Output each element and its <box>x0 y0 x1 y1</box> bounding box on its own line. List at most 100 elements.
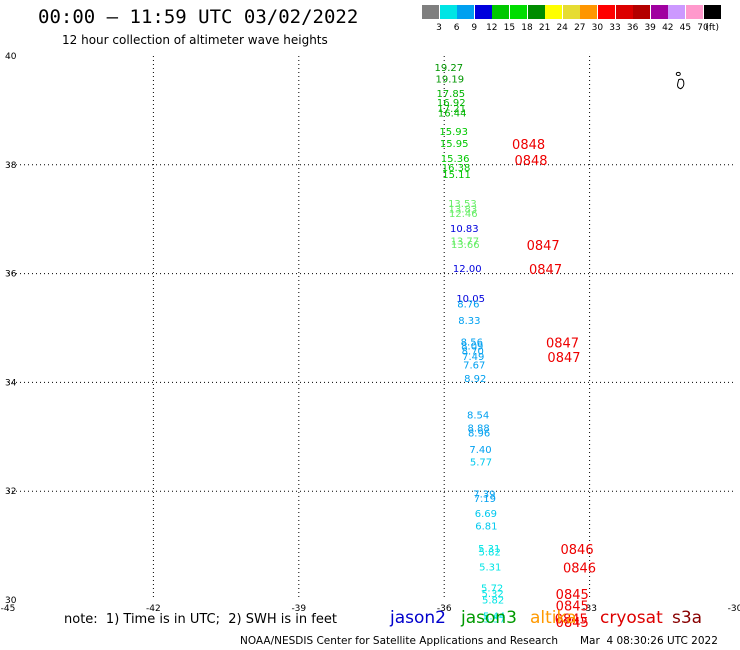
wave-height-label: 5.72 <box>481 584 503 595</box>
legend-swatch <box>562 5 580 19</box>
pass-time-label: 0845 <box>556 588 589 603</box>
legend-swatch <box>580 5 598 19</box>
lon-tick-label: -33 <box>582 604 597 614</box>
wave-height-label: 5.44 <box>483 611 505 622</box>
credit-line: NOAA/NESDIS Center for Satellite Applica… <box>240 635 558 647</box>
wave-height-label: 10.05 <box>456 294 485 305</box>
wave-height-label: 8.96 <box>468 429 490 440</box>
legend-label: 70 <box>697 23 709 33</box>
pass-time-label: 0847 <box>527 239 560 254</box>
legend-swatch <box>598 5 615 19</box>
legend-label: 18 <box>521 23 533 33</box>
lon-tick-label: -36 <box>437 604 452 614</box>
wave-height-label: 19.19 <box>435 74 464 85</box>
wave-height-label: 5.31 <box>479 562 501 573</box>
wave-height-label: 5.57 <box>483 615 505 626</box>
wave-height-label: 8.33 <box>458 316 480 327</box>
legend-label: 6 <box>453 23 460 33</box>
wave-height-label: 13.77 <box>451 237 480 248</box>
wave-height-label: 7.67 <box>463 361 485 372</box>
wave-height-label: 8.88 <box>467 424 489 435</box>
lon-tick-label: -39 <box>291 604 306 614</box>
legend-label: 30 <box>591 23 604 33</box>
lat-tick-label: 30 <box>5 596 17 606</box>
mission-jason2: jason2 <box>390 608 446 628</box>
lat-tick-label: 34 <box>5 378 17 388</box>
wave-height-label: 7.49 <box>462 352 484 363</box>
legend-swatch <box>703 5 721 19</box>
legend-label: 33 <box>609 23 621 33</box>
wave-height-label: 15.11 <box>442 170 471 181</box>
pass-time-label: 0847 <box>529 263 562 278</box>
wave-height-label: 8.09 <box>461 341 483 352</box>
lon-tick-label: -45 <box>1 604 16 614</box>
lat-tick-label: 36 <box>5 270 17 280</box>
mission-jason3: jason3 <box>461 608 517 628</box>
wave-height-label: 16.44 <box>438 109 467 120</box>
legend-swatch <box>422 5 439 19</box>
legend-swatch <box>633 5 651 19</box>
pass-time-label: 0845 <box>556 599 589 614</box>
mission-s3a: s3a <box>672 608 703 628</box>
wave-height-label: 16.92 <box>437 98 466 109</box>
legend-swatch <box>545 5 563 19</box>
lat-tick-label: 38 <box>5 161 17 171</box>
legend-swatch <box>510 5 527 19</box>
wave-height-label: 5.32 <box>482 589 504 600</box>
generation-timestamp: Mar 4 08:30:26 UTC 2022 <box>580 635 718 647</box>
pass-time-label: 0845 <box>555 612 588 627</box>
legend-label: 15 <box>503 23 516 33</box>
island-outline <box>675 71 681 77</box>
wave-height-label: 8.70 <box>462 346 484 357</box>
wave-height-label: 8.92 <box>464 374 486 385</box>
legend-label: 21 <box>538 23 551 33</box>
wave-height-label: 7.19 <box>474 494 496 505</box>
wave-height-label: 5.82 <box>479 548 501 559</box>
legend-label: 39 <box>644 23 656 33</box>
legend-label: 9 <box>471 23 478 33</box>
legend-swatch <box>492 5 510 19</box>
wave-height-label: 5.31 <box>478 544 500 555</box>
legend-swatch <box>474 5 492 19</box>
pass-time-label: 0845 <box>556 616 589 631</box>
wave-height-label: 8.54 <box>467 411 489 422</box>
wave-height-label: 19.27 <box>435 63 464 74</box>
page-subtitle: 12 hour collection of altimeter wave hei… <box>62 33 328 47</box>
legend-label: 24 <box>556 23 568 33</box>
legend-label: 36 <box>626 23 639 33</box>
wave-height-label: 6.81 <box>475 522 497 533</box>
legend-swatch <box>615 5 633 19</box>
wave-height-label: 16.38 <box>442 163 471 174</box>
pass-time-label: 0847 <box>546 337 579 352</box>
legend-swatch <box>668 5 686 19</box>
page-title: 00:00 – 11:59 UTC 03/02/2022 <box>38 6 359 28</box>
footer-note: note: 1) Time is in UTC; 2) SWH is in fe… <box>64 612 337 627</box>
legend-swatch <box>650 5 668 19</box>
wave-height-label: 5.77 <box>470 457 492 468</box>
wave-height-label: 12.00 <box>453 264 482 275</box>
legend-label: 3 <box>436 23 442 33</box>
wave-height-label: 13.83 <box>449 204 478 215</box>
legend-swatch <box>457 5 475 19</box>
legend-label: 12 <box>486 23 498 33</box>
wave-height-label: 7.40 <box>469 445 491 456</box>
wave-height-label: 17.85 <box>436 89 465 100</box>
wave-height-label: 10.83 <box>450 224 479 235</box>
lat-tick-label: 32 <box>5 487 16 497</box>
wave-height-label: 15.36 <box>441 154 470 165</box>
lon-tick-label: -42 <box>146 604 161 614</box>
legend-label: 42 <box>662 23 674 33</box>
legend-swatch <box>527 5 545 19</box>
wave-height-label: 5.82 <box>482 596 504 607</box>
pass-time-label: 0847 <box>547 351 580 366</box>
wave-height-label: 15.95 <box>440 139 469 150</box>
wave-height-label: 13.66 <box>451 240 480 251</box>
mission-altika: altika <box>530 608 577 628</box>
wave-height-label: 8.56 <box>461 338 483 349</box>
wave-height-label: 15.93 <box>439 127 468 138</box>
pass-time-label: 0846 <box>561 543 594 558</box>
wave-height-label: 17.21 <box>437 104 466 115</box>
lat-tick-label: 40 <box>5 52 17 62</box>
legend-swatch <box>686 5 703 19</box>
